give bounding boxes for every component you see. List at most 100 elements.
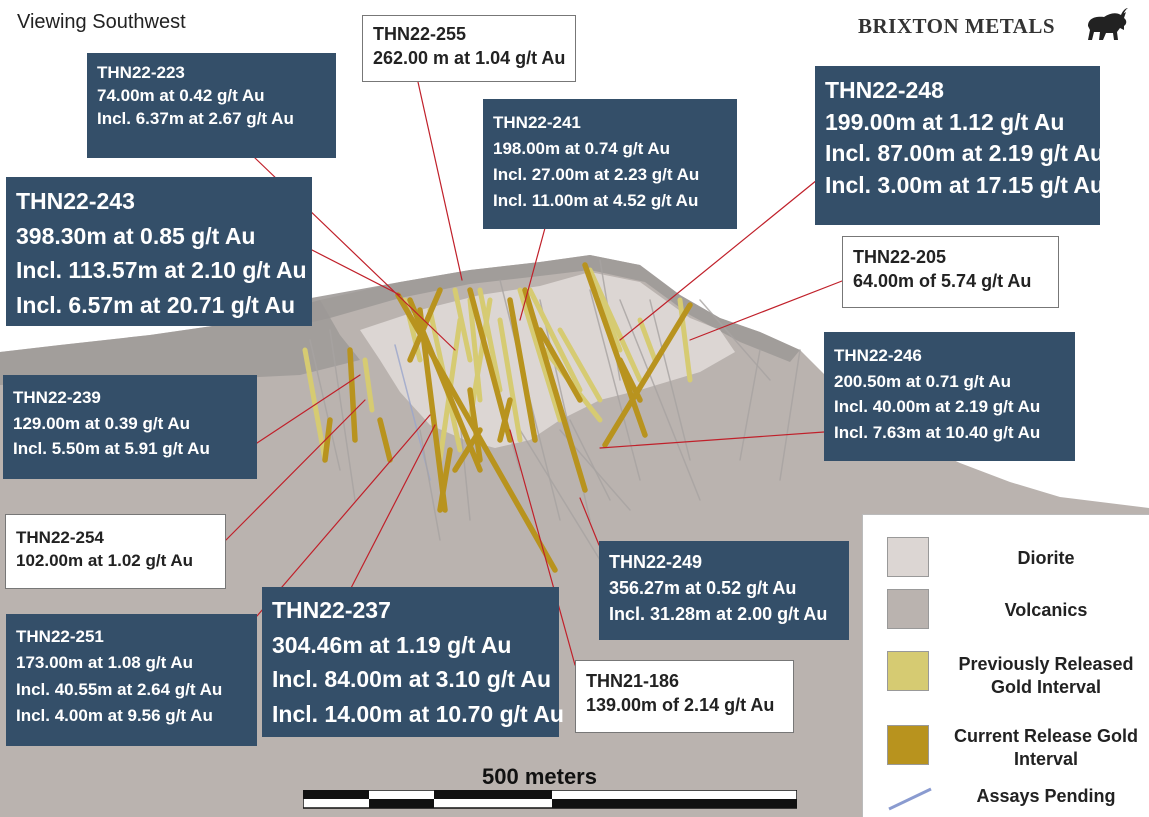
drill-trace-current-release — [497, 397, 513, 443]
callout-leader-line — [417, 81, 463, 281]
drill-trace-previously-released — [527, 287, 583, 393]
callout-line: Incl. 31.28m at 2.00 g/t Au — [609, 604, 828, 625]
legend-item-diorite: Diorite — [863, 537, 1149, 581]
drill-trace-pending — [569, 419, 611, 501]
diorite-swatch-icon — [887, 537, 929, 577]
callout-line: Incl. 14.00m at 10.70 g/t Au — [272, 700, 564, 727]
drill-trace-current-release — [617, 357, 643, 403]
callout-leader-line — [579, 497, 600, 546]
drill-trace-pending — [309, 339, 341, 471]
legend-label: Assays Pending — [976, 786, 1116, 806]
callout-thn22-223: THN22-223 74.00m at 0.42 g/t Au Incl. 6.… — [87, 53, 336, 158]
callout-thn22-254: THN22-254 102.00m at 1.02 g/t Au — [5, 514, 226, 589]
scale-bar — [303, 790, 797, 809]
company-logo-text: BRIXTON METALS — [858, 14, 1056, 38]
drill-trace-previously-released — [517, 287, 563, 423]
legend-item-current-release: Current Release Gold Interval — [863, 725, 1149, 777]
callout-title: THN22-223 — [97, 63, 185, 82]
drill-trace-previously-released — [597, 297, 623, 353]
surface-band — [300, 255, 800, 362]
callout-title: THN22-246 — [834, 346, 922, 365]
callout-thn22-248: THN22-248 199.00m at 1.12 g/t Au Incl. 8… — [815, 66, 1105, 225]
callout-thn22-246: THN22-246 200.50m at 0.71 g/t Au Incl. 4… — [824, 332, 1075, 461]
callout-line: 398.30m at 0.85 g/t Au — [16, 222, 256, 249]
drill-trace-pending — [739, 349, 761, 461]
drill-trace-pending — [329, 329, 356, 501]
callout-title: THN22-254 — [16, 528, 104, 547]
drill-trace-current-release — [582, 262, 648, 438]
drill-trace-pending — [619, 299, 701, 501]
callout-thn22-255: THN22-255 262.00 m at 1.04 g/t Au — [362, 15, 576, 82]
volcanics-swatch-icon — [887, 589, 929, 629]
legend-label: Volcanics — [1004, 600, 1088, 620]
drill-trace-current-release — [322, 417, 333, 463]
callout-line: Incl. 5.50m at 5.91 g/t Au — [13, 439, 210, 458]
callout-thn22-237: THN22-237 304.46m at 1.19 g/t Au Incl. 8… — [262, 587, 564, 737]
legend-label: Previously Released Gold Interval — [958, 654, 1134, 698]
scale-bar-label: 500 meters — [482, 764, 597, 789]
callout-leader-line — [509, 429, 576, 666]
callout-leader-line — [256, 414, 431, 617]
callout-leader-line — [599, 431, 825, 449]
callout-title: THN22-251 — [16, 627, 104, 646]
callout-title: THN21-186 — [586, 671, 680, 691]
callout-thn22-241: THN22-241 198.00m at 0.74 g/t Au Incl. 2… — [483, 99, 737, 229]
drill-trace-current-release — [507, 297, 538, 443]
callout-thn21-186: THN21-186 139.00m of 2.14 g/t Au — [575, 660, 794, 733]
callout-line: 198.00m at 0.74 g/t Au — [493, 139, 671, 158]
callout-line: 129.00m at 0.39 g/t Au — [13, 413, 191, 433]
callout-title: THN22-239 — [13, 388, 101, 407]
callout-leader-line — [256, 374, 361, 444]
callout-line: Incl. 6.57m at 20.71 g/t Au — [16, 291, 296, 318]
drill-trace-previously-released — [637, 317, 658, 363]
drill-trace-pending — [519, 429, 601, 561]
drill-trace-previously-released — [677, 297, 693, 383]
drill-trace-current-release — [417, 307, 448, 513]
callout-leader-line — [519, 227, 546, 321]
drill-trace-current-release — [467, 287, 513, 443]
view-direction-label: Viewing Southwest — [17, 11, 186, 33]
callout-line: Incl. 11.00m at 4.52 g/t Au — [493, 191, 699, 210]
drill-trace-previously-released — [497, 317, 523, 443]
callout-title: THN22-205 — [853, 247, 947, 267]
current-release-swatch-icon — [887, 725, 929, 765]
drill-trace-pending — [699, 299, 771, 381]
callout-title: THN22-237 — [272, 597, 391, 623]
drill-trace-pending — [459, 419, 471, 521]
callout-line: 139.00m of 2.14 g/t Au — [586, 695, 775, 716]
callout-leader-line — [225, 399, 366, 541]
drill-trace-current-release — [522, 287, 588, 493]
callout-line: 102.00m at 1.02 g/t Au — [16, 550, 194, 570]
callout-line: Incl. 84.00m at 3.10 g/t Au — [272, 666, 552, 692]
drill-trace-current-release — [537, 327, 583, 403]
drill-trace-previously-released — [587, 267, 643, 383]
drill-trace-current-release — [437, 447, 453, 513]
callout-title: THN22-243 — [16, 188, 135, 214]
callout-line: Incl. 87.00m at 2.19 g/t Au — [825, 140, 1105, 166]
callout-line: Incl. 27.00m at 2.23 g/t Au — [493, 165, 700, 184]
drill-trace-current-release — [407, 287, 443, 363]
previously-released-swatch-icon — [887, 651, 929, 691]
callout-leader-line — [349, 424, 436, 591]
callout-line: Incl. 4.00m at 9.56 g/t Au — [16, 706, 213, 726]
callout-line: 64.00m of 5.74 g/t Au — [853, 271, 1032, 292]
drill-trace-current-release — [347, 347, 358, 443]
callout-thn22-243: THN22-243 398.30m at 0.85 g/t Au Incl. 1… — [6, 177, 312, 326]
legend-panel: Diorite Volcanics Previously Released Go… — [862, 514, 1149, 817]
callout-leader-line — [311, 249, 401, 296]
callout-title: THN22-248 — [825, 77, 944, 103]
legend-item-previously-released: Previously Released Gold Interval — [863, 651, 1149, 703]
drill-trace-pending — [394, 344, 431, 481]
drill-trace-pending — [589, 289, 641, 481]
callout-title: THN22-241 — [493, 113, 581, 132]
callout-thn22-251: THN22-251 173.00m at 1.08 g/t Au Incl. 4… — [6, 614, 257, 746]
legend-item-volcanics: Volcanics — [863, 589, 1149, 633]
callout-thn22-205: THN22-205 64.00m of 5.74 g/t Au — [842, 236, 1059, 308]
callout-line: 356.27m at 0.52 g/t Au — [609, 578, 797, 599]
callout-line: 262.00 m at 1.04 g/t Au — [373, 48, 566, 69]
callout-line: Incl. 113.57m at 2.10 g/t Au — [16, 257, 307, 283]
callout-line: Incl. 40.00m at 2.19 g/t Au — [834, 397, 1041, 416]
drill-trace-pending — [649, 299, 691, 461]
callout-line: Incl. 7.63m at 10.40 g/t Au — [834, 422, 1041, 442]
